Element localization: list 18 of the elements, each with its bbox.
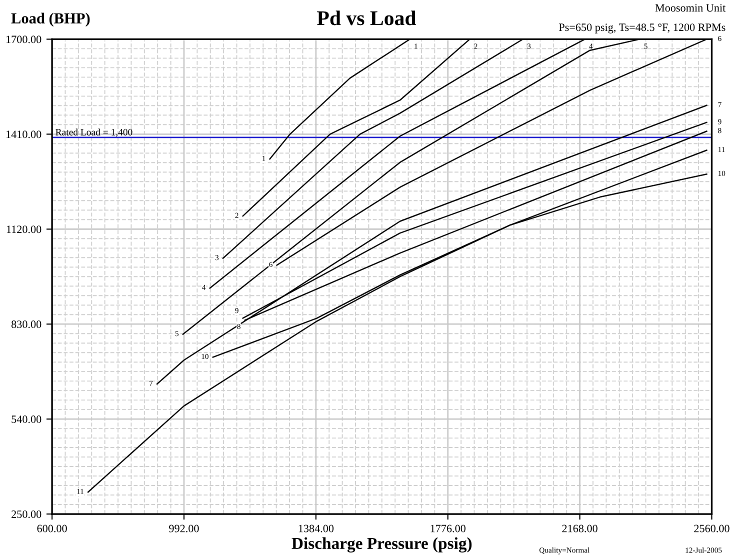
text: Ps=650 psig, Ts=48.5 °F, 1200 RPMs <box>558 24 726 34</box>
text: Moosomin Unit <box>655 4 726 12</box>
y-tick-label: 1700.00 <box>6 36 42 44</box>
x-tick-label: 2168.00 <box>562 524 598 532</box>
x-tick-label: 2560.00 <box>694 524 730 532</box>
x-tick-label: 1776.00 <box>430 524 466 532</box>
x-tick-label: 992.00 <box>169 524 199 532</box>
y-tick-label: 830.00 <box>11 320 42 328</box>
chart-title: Pd vs Load <box>317 10 416 26</box>
y-tick-label: 540.00 <box>12 416 42 424</box>
y-tick-label: 250.00 <box>12 510 42 518</box>
x-tick-label: 600.00 <box>37 524 67 532</box>
y-tick-label: 1410.00 <box>6 130 42 138</box>
y-axis-title: Load (BHP) <box>11 12 90 27</box>
x-axis-title: Discharge Pressure (psig) <box>292 537 472 553</box>
x-tick-label: 1384.00 <box>298 524 334 532</box>
y-tick-label: 1120.00 <box>6 226 42 234</box>
ref-line-label: Rated Load = 1,400 <box>56 128 132 137</box>
